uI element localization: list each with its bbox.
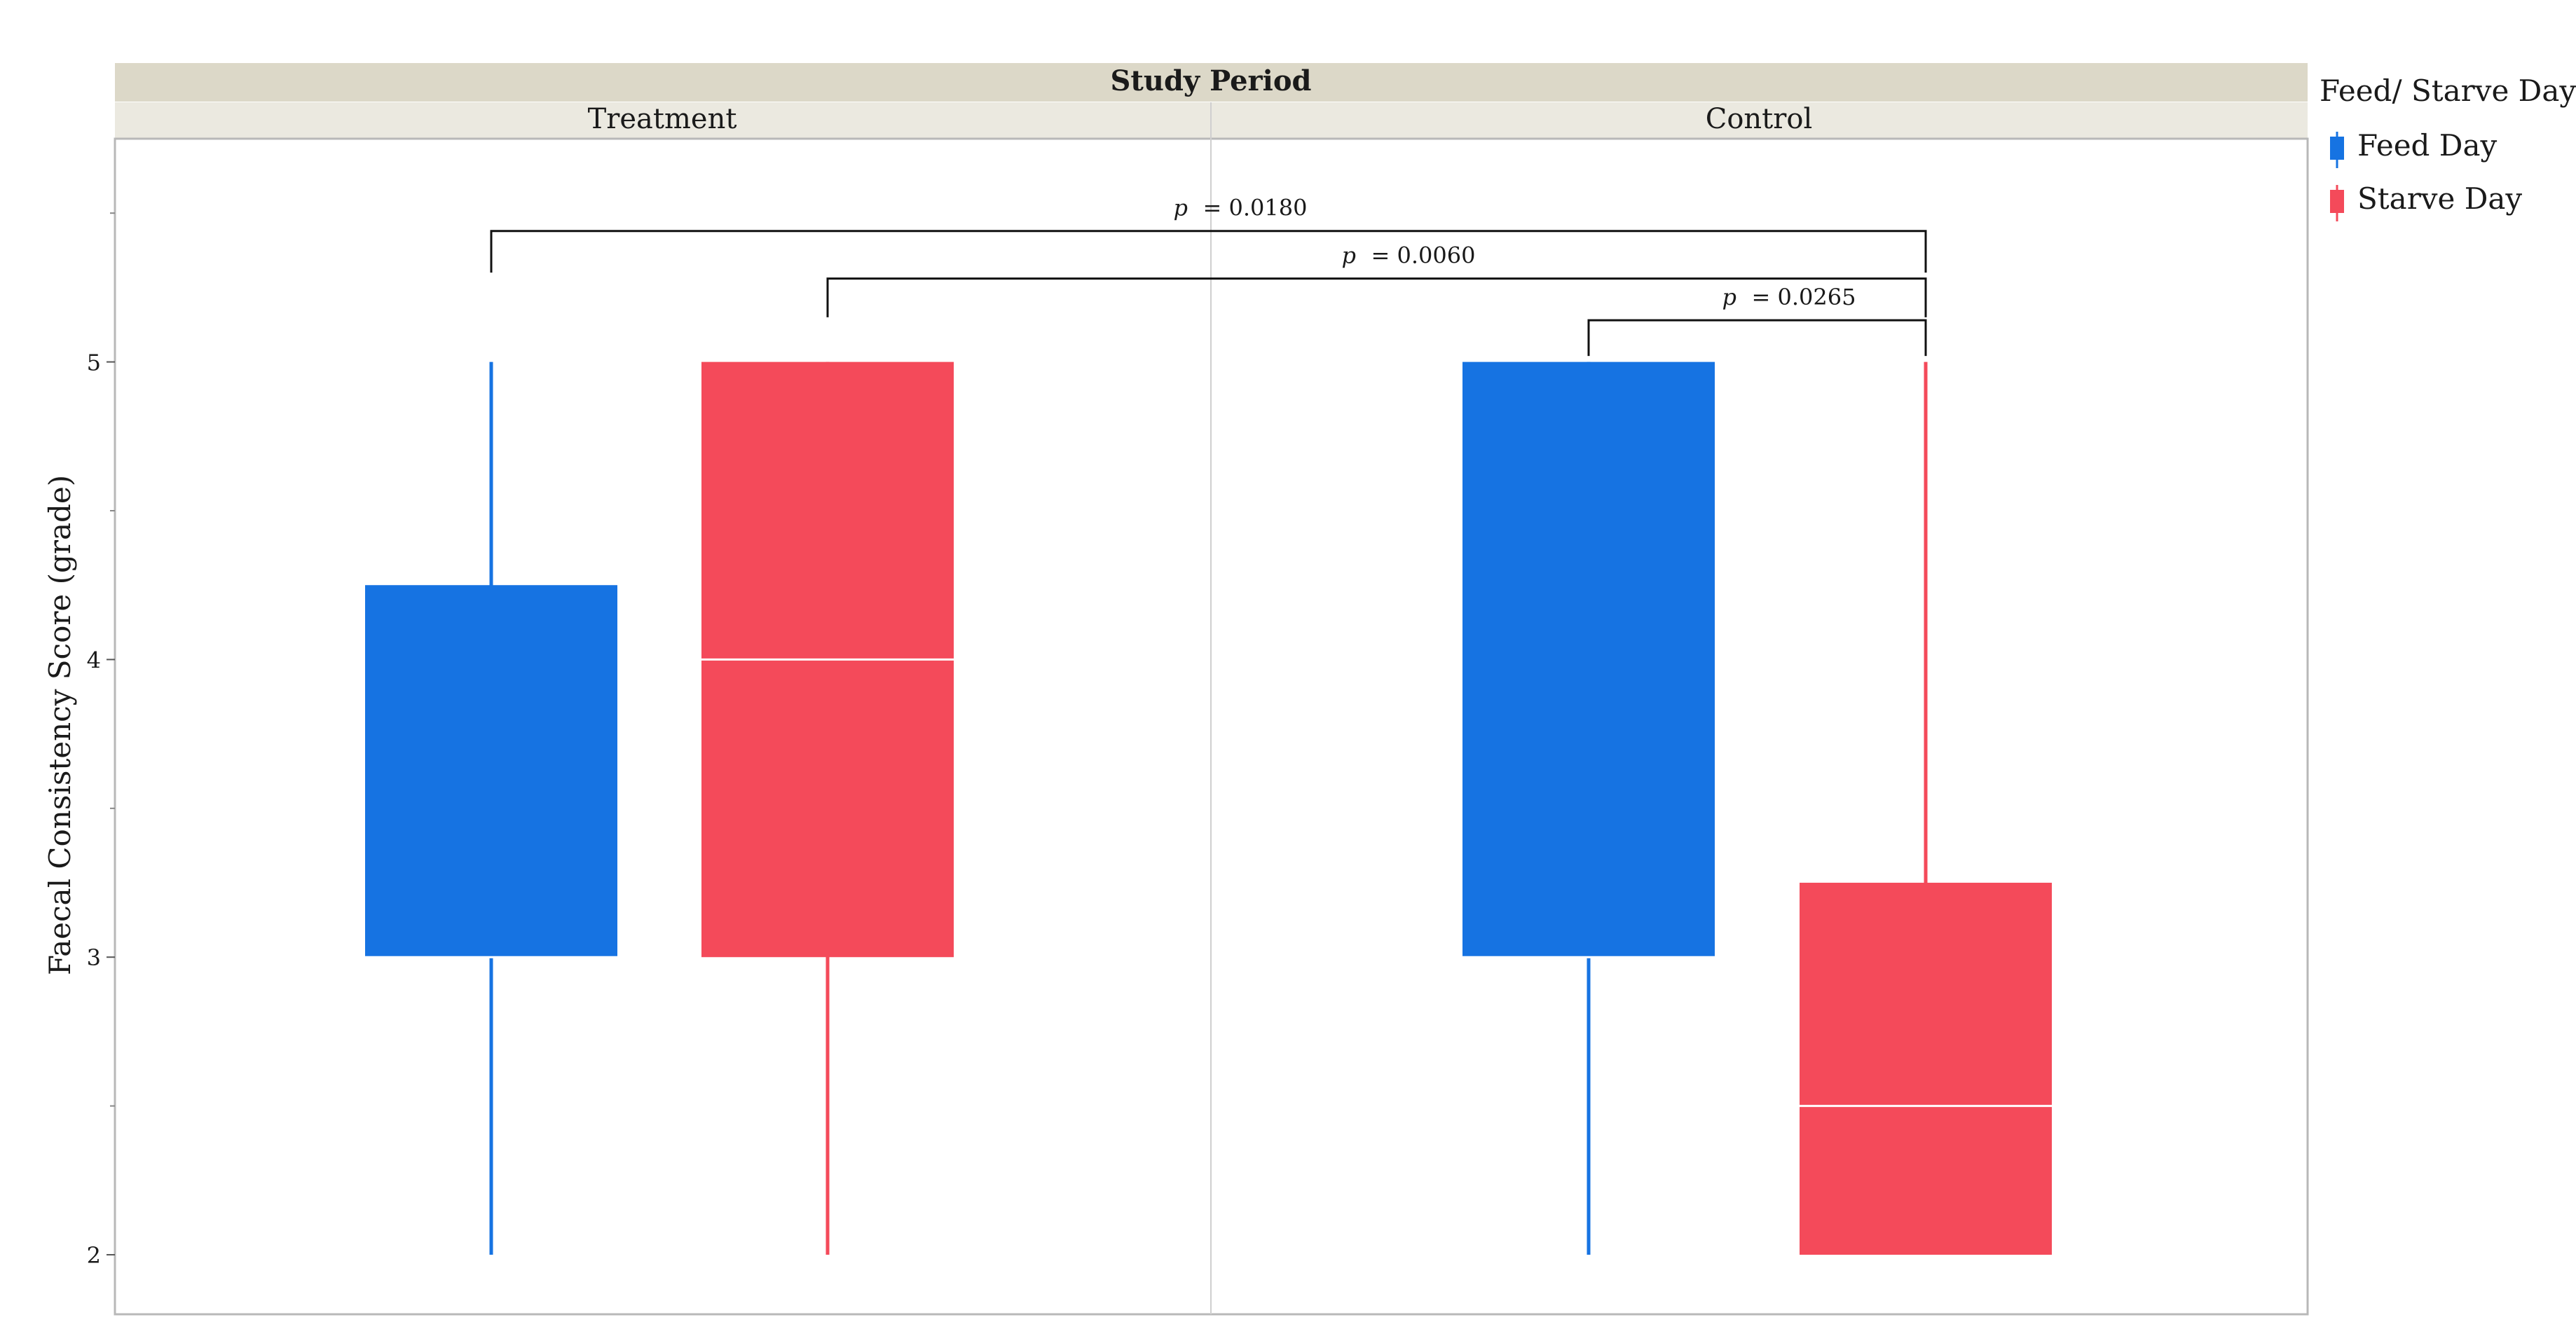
bracket-line: [826, 277, 1927, 317]
significance-bracket: p = 0.0180: [490, 195, 1927, 273]
facet-title: Study Period: [1111, 64, 1312, 97]
y-tick-label: 2: [87, 1242, 101, 1269]
y-axis: 2 3 4 5: [87, 212, 115, 1269]
legend: Feed/ Starve Day Feed Day Starve Day: [2320, 74, 2576, 221]
box-control-starve-day: [1800, 361, 2052, 1255]
y-tick-label: 4: [87, 647, 101, 673]
p-value: = 0.0265: [1752, 284, 1856, 310]
panel-label-treatment: Treatment: [588, 103, 737, 135]
box-control-feed-day: [1462, 361, 1715, 1255]
box-body: [1462, 361, 1715, 958]
y-axis-label: Faecal Consistency Score (grade): [43, 475, 77, 975]
legend-label-feed-day: Feed Day: [2357, 128, 2498, 163]
box-treatment-starve-day: [701, 361, 954, 1255]
p-value: = 0.0060: [1371, 242, 1476, 269]
legend-title: Feed/ Starve Day: [2320, 74, 2576, 108]
p-label: p: [1174, 195, 1188, 221]
panel-header-control: [1212, 102, 2308, 139]
significance-bracket: p = 0.0265: [1587, 284, 1927, 357]
box-body: [1800, 883, 2052, 1255]
bracket-line: [490, 230, 1927, 273]
box-treatment-feed-day: [365, 361, 617, 1255]
significance-bracket: p = 0.0060: [826, 242, 1927, 317]
legend-swatch-starve-day: [2330, 190, 2344, 213]
bracket-line: [1587, 319, 1927, 357]
significance-brackets: p = 0.0180 p = 0.0060 p = 0.0265: [490, 195, 1927, 357]
panel-label-control: Control: [1706, 103, 1813, 135]
p-value: = 0.0180: [1203, 195, 1308, 221]
p-label: p: [1722, 284, 1736, 310]
panel-header-treatment: [115, 102, 1210, 139]
p-label: p: [1342, 242, 1356, 269]
boxplot-series: [365, 361, 2052, 1255]
legend-label-starve-day: Starve Day: [2357, 181, 2522, 216]
y-tick-label: 3: [87, 944, 101, 971]
box-body: [365, 585, 617, 958]
y-tick-label: 5: [87, 350, 101, 376]
facet-title-strip: [115, 63, 2308, 102]
legend-swatch-feed-day: [2330, 137, 2344, 160]
